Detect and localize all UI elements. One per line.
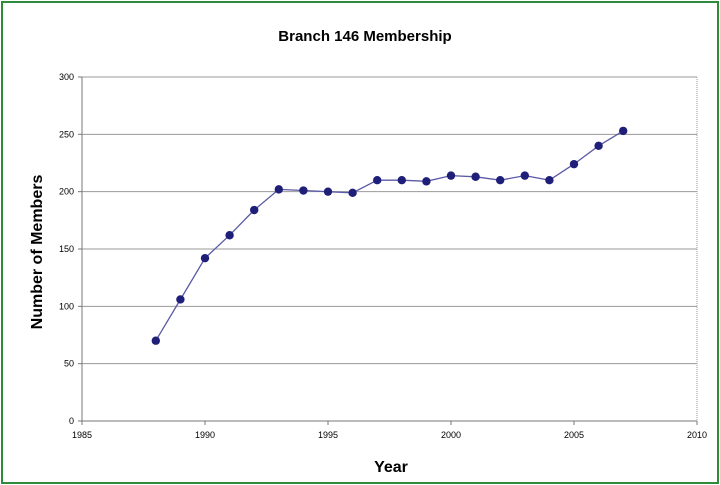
data-point — [422, 177, 431, 186]
data-point — [200, 253, 210, 263]
data-point — [594, 141, 603, 150]
y-tick-label: 150 — [59, 244, 74, 254]
data-point — [520, 171, 529, 180]
data-point — [274, 185, 283, 194]
data-point — [619, 126, 628, 136]
y-tick-label: 50 — [64, 359, 74, 369]
data-point — [323, 187, 333, 196]
data-point — [397, 176, 406, 185]
data-point — [496, 176, 505, 185]
data-point — [250, 205, 259, 215]
x-tick-label: 2000 — [441, 430, 461, 440]
data-point — [545, 176, 554, 185]
chart: Branch 146 Membership 0 50 100 150 200 250 300… — [29, 28, 707, 476]
data-point — [299, 186, 308, 195]
x-tick-label: 2005 — [564, 430, 584, 440]
y-tick-label: 200 — [59, 187, 74, 197]
x-tick-label: 1990 — [195, 430, 215, 440]
y-axis-title: Number of Members — [29, 175, 46, 330]
series — [151, 126, 628, 345]
data-point — [446, 171, 456, 180]
data-point — [348, 188, 357, 198]
data-point — [176, 295, 185, 304]
x-tick-label: 1985 — [72, 430, 92, 440]
y-tick-label: 100 — [59, 301, 74, 311]
y-tick-label: 0 — [69, 416, 74, 426]
tick-labels: 0 50 100 150 200 250 300 1985 1990 1995 2000 2005 20… — [59, 72, 707, 440]
data-point — [151, 336, 160, 345]
gridlines — [82, 76, 697, 365]
y-tick-label: 250 — [59, 129, 74, 139]
x-tick-label: 1995 — [318, 430, 338, 440]
x-tick-label: 2010 — [687, 430, 707, 440]
data-point — [225, 231, 234, 240]
chart-title: Branch 146 Membership — [278, 28, 451, 45]
axes — [78, 76, 698, 425]
data-point — [373, 176, 382, 185]
x-axis-title: Year — [374, 459, 408, 476]
data-point — [569, 159, 579, 169]
data-point — [471, 172, 480, 181]
y-tick-label: 300 — [59, 72, 74, 82]
